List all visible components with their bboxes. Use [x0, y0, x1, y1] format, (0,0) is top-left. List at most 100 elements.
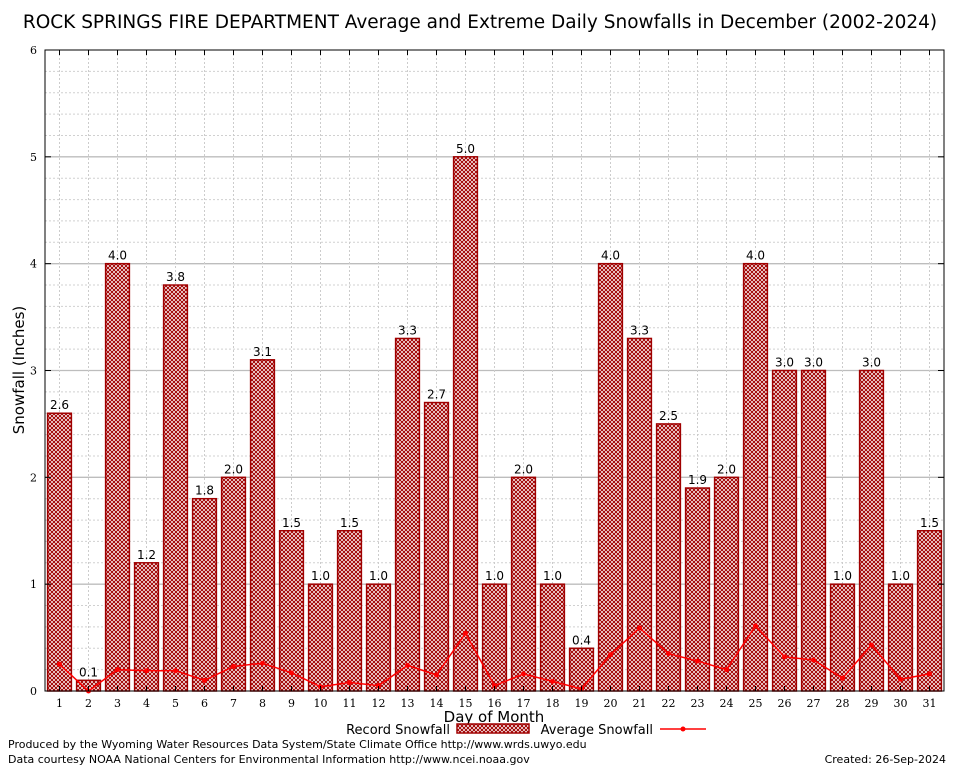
- bar-day-15: [452, 156, 479, 692]
- average-point-day-14: [434, 672, 439, 678]
- footer-produced-by: Produced by the Wyoming Water Resources …: [8, 738, 587, 751]
- bar-day-28: [829, 583, 856, 692]
- y-axis-label: Snowfall (Inches): [10, 306, 28, 434]
- average-point-day-11: [347, 679, 352, 685]
- average-point-day-9: [289, 670, 294, 676]
- x-tick-label: 25: [749, 697, 763, 710]
- bar-label-day-14: 2.7: [427, 388, 446, 402]
- x-tick-label: 13: [401, 697, 415, 710]
- x-tick-label: 6: [201, 697, 208, 710]
- average-point-day-28: [840, 675, 845, 681]
- x-axis-ticks: 1 2 3 4 5 6 7 8 9 10 11 12 13 14 15 16 17 18 19 20 21 22 23 24 2…: [56, 50, 937, 710]
- bar-label-day-13: 3.3: [398, 323, 417, 337]
- bar-labels: 2.6 0.1 4.0 1.2 3.8 1.8 2.0 3.1 1.5 1.0 1.5 1.0 3.3 2…: [50, 142, 939, 679]
- bar-day-5: [162, 284, 189, 692]
- y-tick-label: 0: [30, 685, 37, 698]
- x-tick-label: 4: [143, 697, 150, 710]
- average-point-day-31: [927, 671, 932, 677]
- average-point-day-29: [869, 642, 874, 648]
- x-tick-label: 2: [85, 697, 92, 710]
- bar-label-day-18: 1.0: [543, 569, 562, 583]
- average-point-day-4: [144, 668, 149, 674]
- average-line: [57, 623, 932, 694]
- average-point-day-7: [231, 663, 236, 669]
- y-tick-label: 3: [30, 365, 37, 378]
- average-point-day-13: [405, 662, 410, 668]
- y-tick-label: 2: [30, 471, 37, 484]
- bar-day-26: [771, 369, 798, 692]
- x-tick-label: 22: [662, 697, 676, 710]
- bar-label-day-27: 3.0: [804, 356, 823, 370]
- bar-day-11: [336, 530, 363, 692]
- bar-day-27: [800, 369, 827, 692]
- bar-day-19: [568, 647, 595, 692]
- bar-label-day-16: 1.0: [485, 569, 504, 583]
- average-point-day-25: [753, 623, 758, 629]
- x-tick-label: 29: [865, 697, 879, 710]
- bar-label-day-19: 0.4: [572, 633, 591, 647]
- y-tick-label: 1: [30, 578, 37, 591]
- x-tick-label: 23: [691, 697, 705, 710]
- x-tick-label: 24: [720, 697, 734, 710]
- average-point-day-1: [57, 661, 62, 667]
- bar-day-31: [916, 530, 943, 692]
- x-tick-label: 3: [114, 697, 121, 710]
- x-tick-label: 16: [488, 697, 502, 710]
- legend-average-marker: [680, 726, 686, 732]
- bar-label-day-15: 5.0: [456, 142, 475, 156]
- bar-label-day-12: 1.0: [369, 569, 388, 583]
- average-point-day-5: [173, 668, 178, 674]
- average-point-day-3: [115, 667, 120, 673]
- bar-label-day-9: 1.5: [282, 516, 301, 530]
- bar-label-day-8: 3.1: [253, 345, 272, 359]
- average-point-day-27: [811, 657, 816, 663]
- bars: [46, 156, 943, 692]
- bar-label-day-3: 4.0: [108, 249, 127, 263]
- average-point-day-20: [608, 652, 613, 658]
- average-point-day-30: [898, 676, 903, 682]
- x-tick-label: 28: [836, 697, 850, 710]
- legend: Record Snowfall Average Snowfall: [346, 723, 706, 738]
- average-point-day-17: [521, 671, 526, 677]
- x-tick-label: 20: [604, 697, 618, 710]
- x-tick-label: 8: [259, 697, 266, 710]
- bar-day-8: [249, 359, 276, 692]
- x-tick-label: 21: [633, 697, 647, 710]
- x-tick-label: 9: [288, 697, 295, 710]
- average-point-day-26: [782, 654, 787, 660]
- bar-label-day-22: 2.5: [659, 409, 678, 423]
- bar-day-24: [713, 476, 740, 692]
- y-tick-label: 4: [30, 258, 37, 271]
- bar-day-30: [887, 583, 914, 692]
- legend-average-label: Average Snowfall: [541, 723, 653, 738]
- x-tick-label: 1: [56, 697, 63, 710]
- bar-day-14: [423, 401, 450, 692]
- x-tick-label: 10: [314, 697, 328, 710]
- average-point-day-6: [202, 677, 207, 683]
- average-point-day-8: [260, 660, 265, 666]
- bar-label-day-25: 4.0: [746, 249, 765, 263]
- bar-label-day-30: 1.0: [891, 569, 910, 583]
- bar-label-day-17: 2.0: [514, 462, 533, 476]
- bar-label-day-28: 1.0: [833, 569, 852, 583]
- average-point-day-22: [666, 651, 671, 657]
- bar-day-7: [220, 476, 247, 692]
- bar-label-day-10: 1.0: [311, 569, 330, 583]
- x-tick-label: 15: [459, 697, 473, 710]
- bar-label-day-7: 2.0: [224, 462, 243, 476]
- bar-day-18: [539, 583, 566, 692]
- bar-day-3: [104, 262, 131, 692]
- bar-label-day-24: 2.0: [717, 462, 736, 476]
- bar-label-day-6: 1.8: [195, 484, 214, 498]
- bar-day-6: [191, 497, 218, 692]
- x-tick-label: 7: [230, 697, 237, 710]
- bar-day-20: [597, 262, 624, 692]
- footer-created: Created: 26-Sep-2024: [825, 753, 946, 766]
- average-point-day-12: [376, 683, 381, 689]
- legend-record-swatch: [456, 723, 530, 734]
- x-tick-label: 30: [894, 697, 908, 710]
- average-point-day-24: [724, 667, 729, 673]
- bar-label-day-20: 4.0: [601, 249, 620, 263]
- bar-day-17: [510, 476, 537, 692]
- x-tick-label: 17: [517, 697, 531, 710]
